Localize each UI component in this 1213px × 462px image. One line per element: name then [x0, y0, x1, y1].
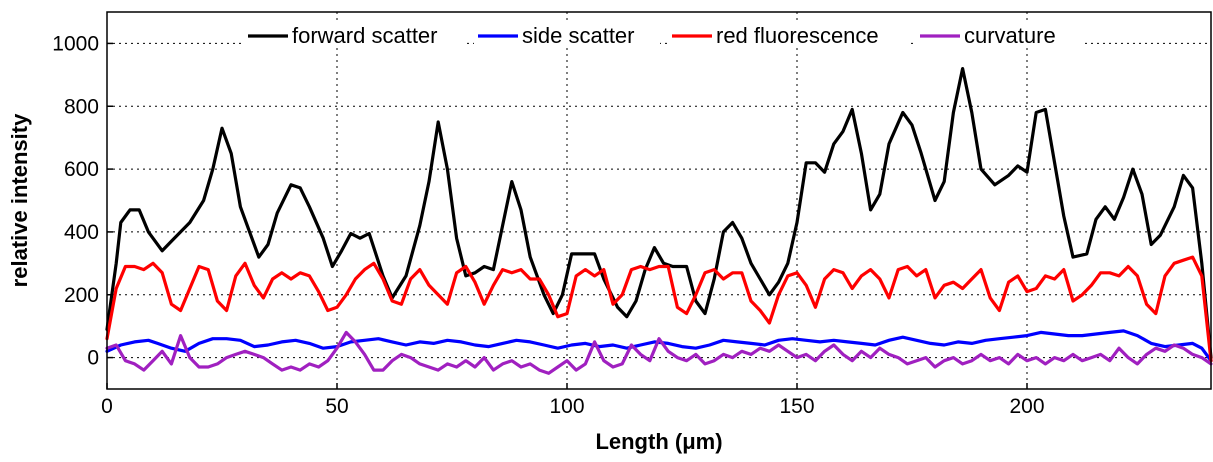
series-line-side-scatter	[105, 329, 1213, 363]
series-line-red-fluorescence	[105, 255, 1213, 363]
y-tick-label: 800	[64, 95, 99, 118]
series-line-curvature	[105, 330, 1213, 375]
x-tick-label: 50	[325, 395, 348, 418]
x-tick-label: 100	[549, 395, 584, 418]
x-tick-label: 200	[1009, 395, 1044, 418]
y-tick-label: 0	[87, 347, 99, 370]
y-tick-label: 200	[64, 284, 99, 307]
series-line-forward-scatter	[105, 67, 1213, 360]
y-tick-label: 1000	[52, 32, 99, 55]
x-axis-title: Length (μm)	[595, 429, 722, 454]
ticks: 0 50 100 150 200 0 200 400 600 800 1000	[52, 32, 1044, 418]
legend: forward scatter side scatter red fluoresce…	[244, 23, 1082, 48]
legend-label: curvature	[964, 23, 1056, 48]
y-tick-label: 400	[64, 221, 99, 244]
x-tick-label: 0	[101, 395, 113, 418]
legend-label: red fluorescence	[716, 23, 879, 48]
x-tick-label: 150	[779, 395, 814, 418]
y-axis-title: relative intensity	[7, 113, 32, 287]
y-tick-label: 600	[64, 158, 99, 181]
legend-label: side scatter	[522, 23, 635, 48]
series-layer	[105, 67, 1213, 375]
legend-label: forward scatter	[292, 23, 438, 48]
plot-frame	[106, 11, 1212, 390]
